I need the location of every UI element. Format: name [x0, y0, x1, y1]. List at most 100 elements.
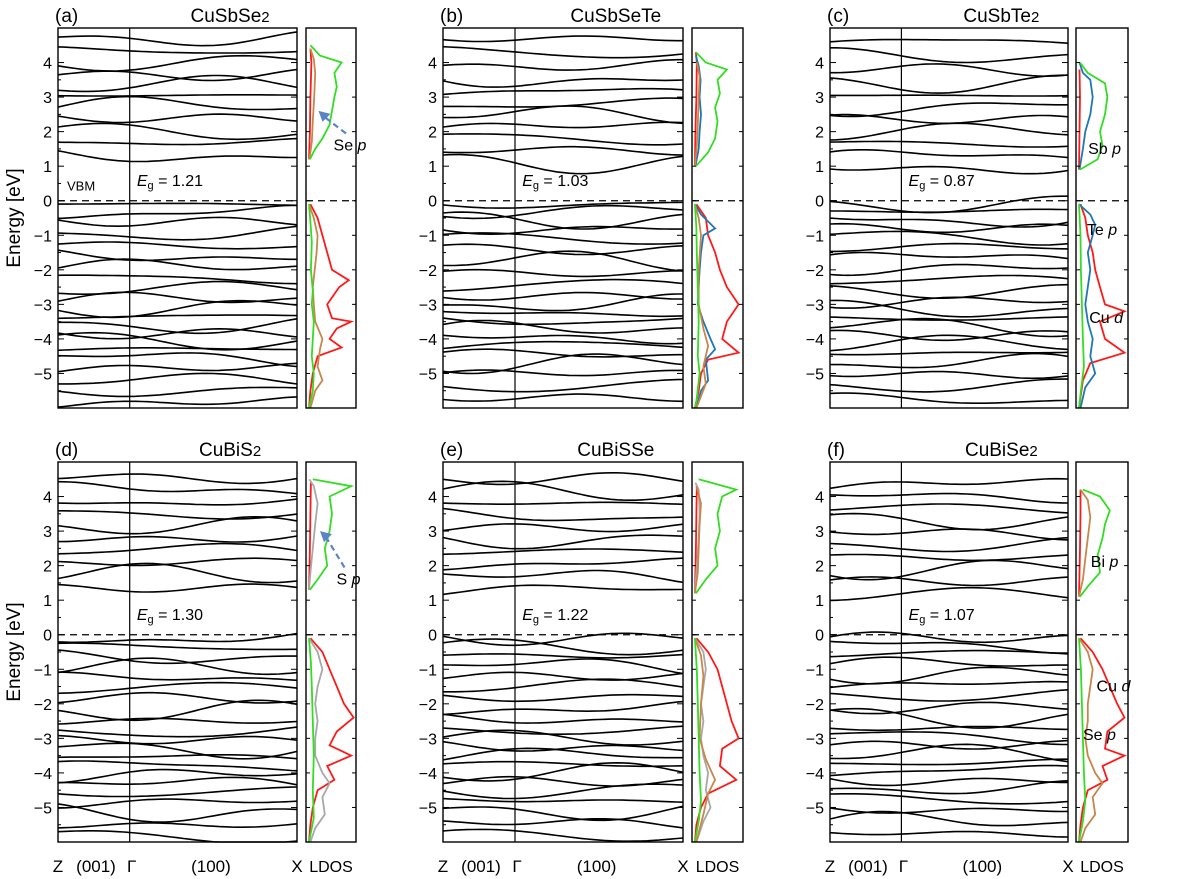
y-tick-label: 3	[43, 524, 52, 541]
ldos-green-vb	[694, 204, 701, 409]
y-tick-label: 0	[815, 628, 824, 645]
band-line	[829, 680, 1069, 689]
band-line	[829, 631, 1069, 644]
band-line	[442, 783, 684, 800]
x-tick-dir2: (100)	[577, 857, 617, 876]
y-tick-label: −1	[419, 228, 437, 245]
band-line	[829, 370, 1069, 380]
y-tick-label: −3	[806, 297, 824, 314]
band-line	[442, 293, 683, 312]
band-line	[829, 536, 1069, 553]
band-line	[829, 195, 1068, 214]
ldos-cu-d-vb	[308, 637, 355, 843]
y-tick-label: 4	[815, 56, 824, 73]
band-line	[829, 38, 1069, 44]
x-tick-x: X	[1062, 857, 1073, 876]
panel-c: −5 −4 −3 −2 −1 0 1 2 3 4 (c) CuSbTe2 Eg = 0.87 Sb p Te…	[806, 6, 1129, 409]
band-line	[829, 780, 1069, 795]
panel-e: −5 −4 −3 −2 −1 0 1 2 3 4 (e) CuBiSSe Eg = 1.22 Z (001)…	[419, 440, 744, 876]
y-tick-label: 4	[815, 490, 824, 507]
y-tick-label: 3	[428, 90, 437, 107]
ldos-annotation: Se p	[1083, 727, 1116, 744]
y-tick-label: −4	[806, 766, 824, 783]
y-tick-label: 0	[43, 628, 52, 645]
y-tick-label: −5	[34, 366, 52, 383]
band-line	[829, 528, 1069, 541]
band-line	[57, 386, 298, 398]
band-line	[829, 576, 1069, 587]
band-line	[829, 707, 1069, 729]
band-line	[442, 632, 684, 647]
ldos-se-p-vb	[694, 203, 710, 409]
band-line	[57, 717, 298, 725]
band-line	[442, 369, 683, 377]
band-frame	[57, 461, 298, 843]
x-tick-z: Z	[438, 857, 448, 876]
y-tick-label: −4	[419, 766, 437, 783]
ldos-frame	[691, 461, 744, 843]
band-line	[442, 317, 684, 326]
band-line	[442, 818, 684, 829]
y-tick-label: −5	[34, 800, 52, 817]
band-line	[57, 583, 298, 593]
ldos-annotation: S p	[336, 571, 360, 588]
band-line	[442, 204, 684, 220]
y-tick-label: 1	[815, 593, 824, 610]
band-line	[57, 362, 298, 373]
annotation-arrowhead	[320, 531, 332, 543]
ldos-frame	[1075, 461, 1129, 843]
band-line	[57, 657, 298, 676]
band-line	[57, 150, 297, 163]
band-line	[57, 671, 298, 682]
y-tick-label: −5	[419, 366, 437, 383]
y-tick-label: 1	[815, 159, 824, 176]
ldos-cu-d-cb	[1078, 489, 1082, 597]
band-line	[829, 102, 1068, 118]
band-line	[442, 153, 684, 175]
band-line	[829, 793, 1069, 805]
band-line	[57, 830, 298, 843]
y-tick-label: 3	[815, 524, 824, 541]
band-line	[57, 754, 298, 760]
band-gap-label: Eg = 1.07	[909, 607, 975, 626]
band-line	[442, 45, 684, 59]
band-line	[829, 283, 1069, 299]
band-line	[442, 145, 684, 156]
band-line	[442, 507, 684, 522]
panel-title-subscript: 2	[1031, 9, 1039, 26]
band-line	[57, 249, 297, 262]
x-tick-dir1: (001)	[461, 857, 501, 876]
band-line	[442, 713, 684, 724]
band-line	[442, 334, 684, 345]
band-gap-label: Eg = 1.21	[137, 173, 203, 192]
band-line	[829, 777, 1068, 787]
y-tick-label: −2	[419, 263, 437, 280]
band-line	[442, 472, 684, 486]
panel-title: CuBiS2	[199, 440, 261, 461]
ldos-annotation: Bi p	[1091, 554, 1119, 571]
band-line	[829, 640, 1069, 654]
band-line	[57, 95, 298, 111]
y-tick-label: −1	[806, 662, 824, 679]
band-line	[443, 97, 684, 108]
band-line	[442, 828, 684, 842]
y-tick-label: 0	[428, 194, 437, 211]
band-line	[829, 477, 1069, 490]
ldos-green-cb	[695, 478, 739, 594]
band-line	[57, 204, 298, 220]
band-line	[57, 542, 298, 555]
band-line	[57, 280, 298, 295]
band-line	[57, 642, 297, 651]
y-tick-label: 4	[43, 490, 52, 507]
ldos-cu-d-cb	[308, 48, 313, 160]
vbm-label: VBM	[67, 178, 95, 193]
band-line	[829, 586, 1069, 602]
panel-f: −5 −4 −3 −2 −1 0 1 2 3 4 (f) CuBiSe2 Eg = 1.07 Bi p Cu…	[806, 440, 1132, 876]
band-line	[57, 632, 298, 644]
band-line	[829, 559, 1069, 581]
y-tick-label: −3	[419, 297, 437, 314]
band-line	[57, 726, 298, 738]
x-tick-dir2: (100)	[962, 857, 1002, 876]
band-line	[830, 352, 1069, 369]
band-line	[829, 296, 1069, 309]
